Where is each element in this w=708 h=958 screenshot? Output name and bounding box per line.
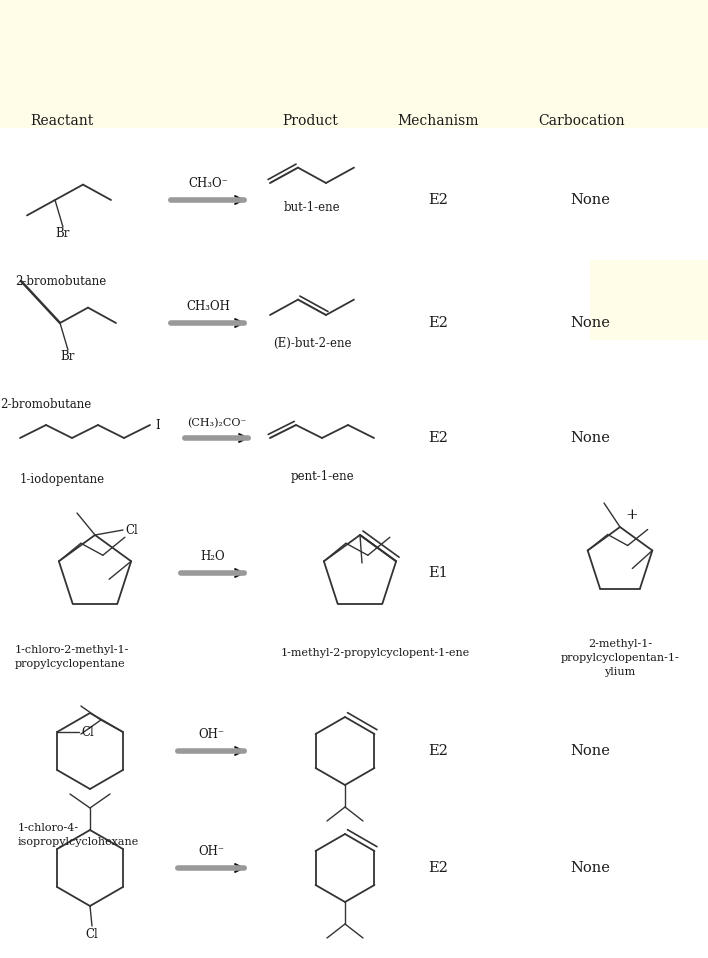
Text: E2: E2 (428, 193, 448, 207)
Text: E1: E1 (428, 566, 448, 580)
Text: Carbocation: Carbocation (539, 114, 625, 128)
Text: E2: E2 (428, 316, 448, 330)
Text: None: None (570, 744, 610, 758)
Text: None: None (570, 316, 610, 330)
Text: Product: Product (282, 114, 338, 128)
Text: Br: Br (61, 350, 75, 363)
Text: None: None (570, 861, 610, 875)
Text: 2-bromobutane: 2-bromobutane (0, 398, 91, 411)
Text: OH⁻: OH⁻ (198, 728, 224, 741)
Text: E2: E2 (428, 431, 448, 445)
Text: OH⁻: OH⁻ (198, 845, 224, 858)
Text: Cl: Cl (125, 523, 138, 536)
Text: None: None (570, 431, 610, 445)
Text: 1-chloro-2-methyl-1-
propylcyclopentane: 1-chloro-2-methyl-1- propylcyclopentane (15, 645, 130, 669)
Text: Cl: Cl (86, 928, 98, 941)
Text: but-1-ene: but-1-ene (284, 201, 341, 214)
Bar (0, 0, 708, 128)
Text: Mechanism: Mechanism (397, 114, 479, 128)
Text: (CH₃)₂CO⁻: (CH₃)₂CO⁻ (188, 418, 246, 428)
Text: 2-methyl-1-
propylcyclopentan-1-
ylium: 2-methyl-1- propylcyclopentan-1- ylium (561, 639, 680, 677)
Text: Cl: Cl (81, 725, 94, 739)
Text: pent-1-ene: pent-1-ene (290, 470, 354, 483)
Text: 2-bromobutane: 2-bromobutane (15, 275, 106, 288)
Text: E2: E2 (428, 744, 448, 758)
Text: CH₃O⁻: CH₃O⁻ (188, 177, 228, 190)
Text: +: + (625, 508, 638, 522)
Text: 1-methyl-2-propylcyclopent-1-ene: 1-methyl-2-propylcyclopent-1-ene (280, 648, 469, 658)
Text: 1-iodopentane: 1-iodopentane (20, 473, 105, 486)
Text: (E)-but-2-ene: (E)-but-2-ene (273, 337, 351, 350)
Text: 1-chloro-4-
isopropylcyclohexane: 1-chloro-4- isopropylcyclohexane (18, 823, 139, 847)
Text: H₂O: H₂O (200, 550, 225, 563)
Text: None: None (570, 193, 610, 207)
Text: CH₃OH: CH₃OH (186, 300, 230, 313)
Bar (590, 260, 708, 340)
Text: Reactant: Reactant (30, 114, 93, 128)
Text: I: I (155, 419, 160, 431)
Text: Br: Br (56, 227, 70, 240)
Text: E2: E2 (428, 861, 448, 875)
